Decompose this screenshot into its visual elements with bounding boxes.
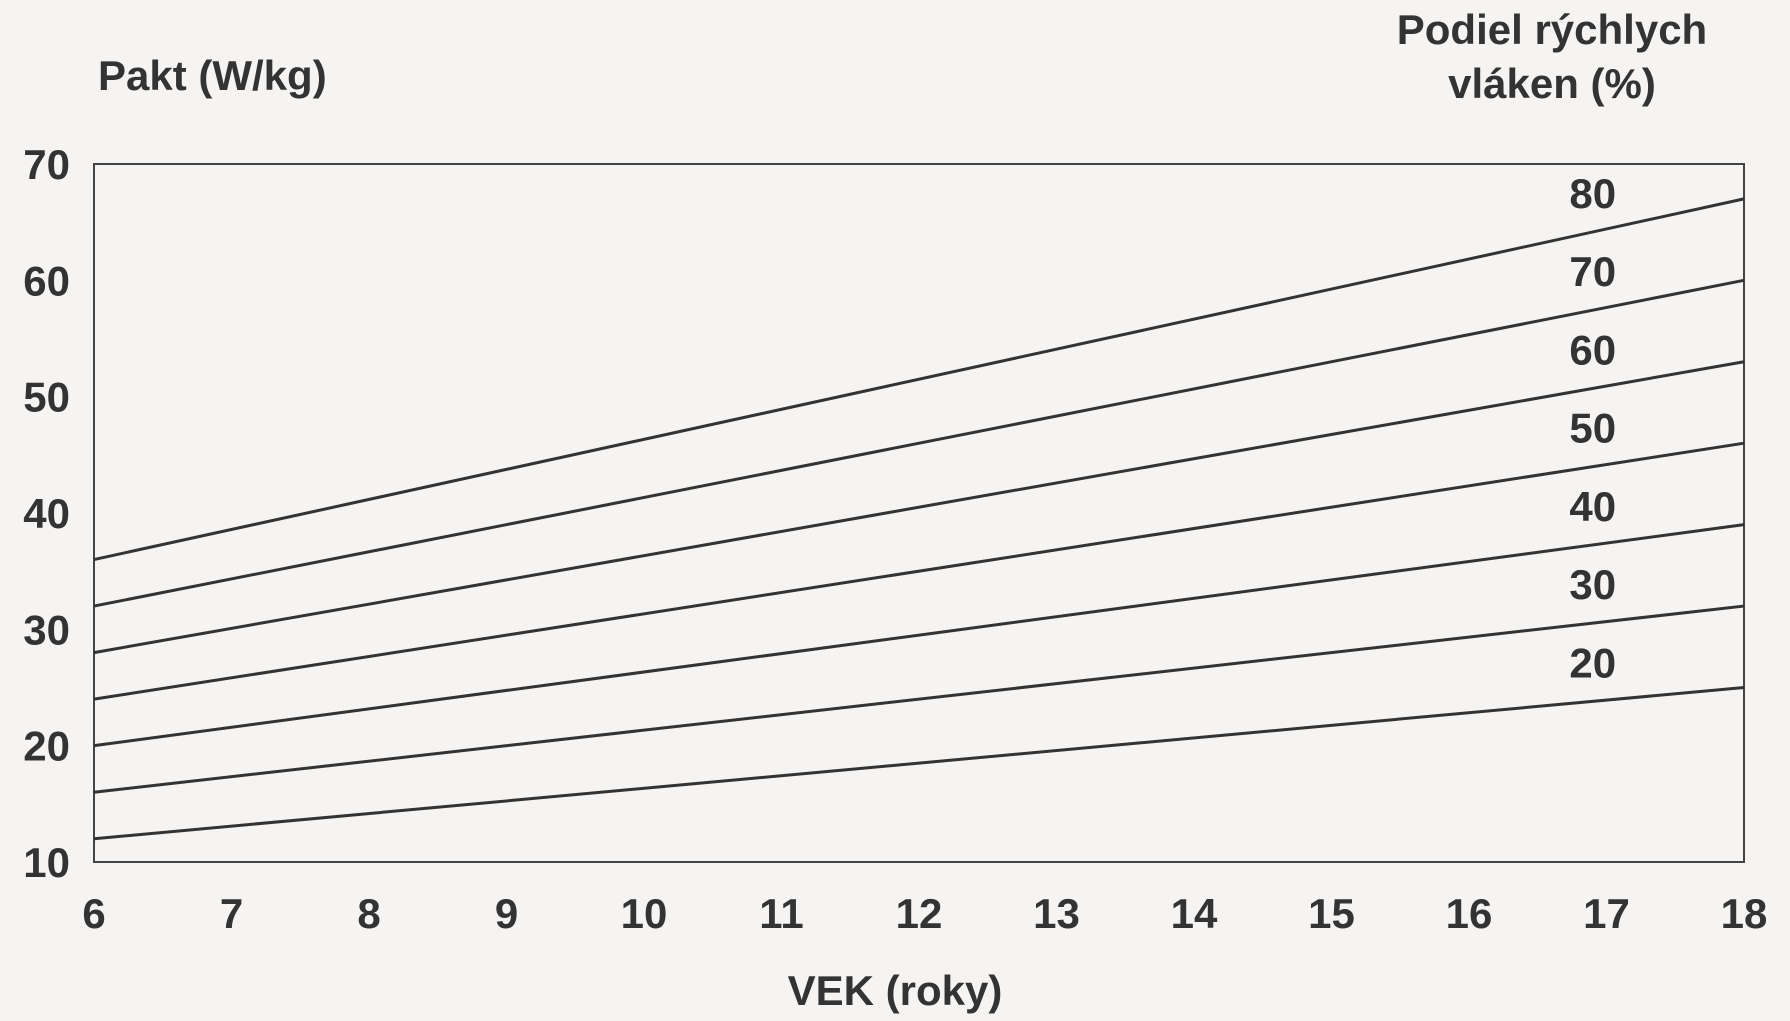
y-tick-label-50: 50 bbox=[23, 374, 70, 421]
y-tick-label-40: 40 bbox=[23, 490, 70, 537]
series-line-30 bbox=[93, 604, 1745, 794]
series-label-20: 20 bbox=[1569, 639, 1616, 686]
y-axis-title: Pakt (W/kg) bbox=[98, 52, 327, 99]
series-group bbox=[93, 197, 1745, 841]
series-label-30: 30 bbox=[1569, 561, 1616, 608]
y-tick-label-30: 30 bbox=[23, 606, 70, 653]
x-tick-label-8: 8 bbox=[357, 890, 380, 937]
x-tick-label-17: 17 bbox=[1583, 890, 1630, 937]
series-labels: 80 70 60 50 40 30 20 bbox=[1569, 170, 1616, 686]
x-axis-title: VEK (roky) bbox=[788, 967, 1003, 1014]
series-line-70 bbox=[93, 278, 1745, 608]
x-tick-labels: 6 7 8 9 10 11 12 13 14 15 16 17 18 bbox=[82, 890, 1767, 937]
x-tick-label-11: 11 bbox=[759, 890, 803, 937]
series-label-50: 50 bbox=[1569, 405, 1616, 452]
y-tick-label-20: 20 bbox=[23, 723, 70, 770]
legend-title-line-1: Podiel rýchlych bbox=[1397, 6, 1707, 53]
x-tick-label-10: 10 bbox=[621, 890, 668, 937]
x-tick-label-18: 18 bbox=[1721, 890, 1768, 937]
series-line-60 bbox=[93, 360, 1745, 655]
series-label-70: 70 bbox=[1569, 248, 1616, 295]
x-tick-label-12: 12 bbox=[896, 890, 943, 937]
series-label-40: 40 bbox=[1569, 483, 1616, 530]
x-tick-label-7: 7 bbox=[220, 890, 243, 937]
series-line-80 bbox=[93, 197, 1745, 561]
y-tick-label-10: 10 bbox=[23, 839, 70, 886]
plot-area-frame bbox=[93, 163, 1745, 863]
y-tick-label-70: 70 bbox=[23, 141, 70, 188]
y-tick-label-60: 60 bbox=[23, 257, 70, 304]
x-tick-label-16: 16 bbox=[1446, 890, 1493, 937]
x-tick-label-14: 14 bbox=[1171, 890, 1218, 937]
y-tick-labels: 10 20 30 40 50 60 70 bbox=[23, 141, 70, 886]
series-label-80: 80 bbox=[1569, 170, 1616, 217]
x-tick-label-9: 9 bbox=[495, 890, 518, 937]
legend-title-line-2: vláken (%) bbox=[1448, 60, 1656, 107]
series-line-50 bbox=[93, 441, 1745, 701]
x-tick-label-15: 15 bbox=[1308, 890, 1355, 937]
series-label-60: 60 bbox=[1569, 326, 1616, 373]
series-line-20 bbox=[93, 686, 1745, 841]
x-tick-label-6: 6 bbox=[82, 890, 105, 937]
x-tick-label-13: 13 bbox=[1033, 890, 1080, 937]
series-line-40 bbox=[93, 523, 1745, 748]
